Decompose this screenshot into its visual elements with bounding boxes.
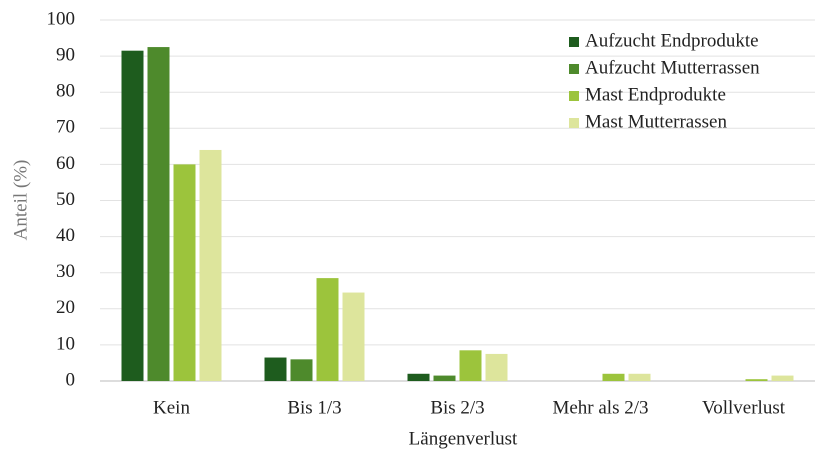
y-tick-label: 90 — [56, 44, 75, 65]
y-tick-label: 40 — [56, 225, 75, 246]
bar — [173, 164, 196, 381]
legend-swatch — [569, 64, 579, 74]
y-axis-label: Anteil (%) — [10, 160, 31, 241]
bar — [147, 47, 170, 381]
legend-swatch — [569, 37, 579, 47]
bar — [316, 278, 339, 381]
y-tick-label: 20 — [56, 297, 75, 318]
legend-label: Mast Mutterrassen — [585, 111, 727, 132]
bar — [485, 353, 508, 381]
legend-swatch — [569, 118, 579, 128]
y-tick-label: 100 — [47, 8, 76, 29]
y-tick-label: 50 — [56, 189, 75, 210]
y-tick-label: 10 — [56, 333, 75, 354]
legend-swatch — [569, 91, 579, 101]
y-tick-label: 60 — [56, 153, 75, 174]
bar — [199, 149, 222, 381]
x-tick-label: Bis 1/3 — [287, 397, 341, 418]
bar — [342, 292, 365, 381]
bar — [745, 379, 768, 381]
bar — [433, 375, 456, 381]
bar — [290, 359, 313, 381]
bar — [771, 375, 794, 381]
legend-label: Aufzucht Endprodukte — [585, 30, 759, 51]
legend-label: Mast Endprodukte — [585, 84, 726, 105]
y-tick-label: 70 — [56, 117, 75, 138]
x-tick-label: Mehr als 2/3 — [552, 397, 648, 418]
bar — [407, 373, 430, 381]
y-tick-label: 0 — [66, 369, 76, 390]
bar — [121, 50, 144, 382]
bar — [459, 350, 482, 381]
bar — [628, 373, 651, 381]
bar — [264, 357, 287, 381]
x-axis-label: Längenverlust — [409, 428, 518, 449]
x-tick-label: Bis 2/3 — [430, 397, 484, 418]
y-tick-label: 80 — [56, 81, 75, 102]
bar — [602, 373, 625, 381]
x-tick-label: Vollverlust — [702, 397, 786, 418]
x-tick-label: Kein — [153, 397, 190, 418]
y-tick-label: 30 — [56, 261, 75, 282]
legend-label: Aufzucht Mutterrassen — [585, 57, 760, 78]
